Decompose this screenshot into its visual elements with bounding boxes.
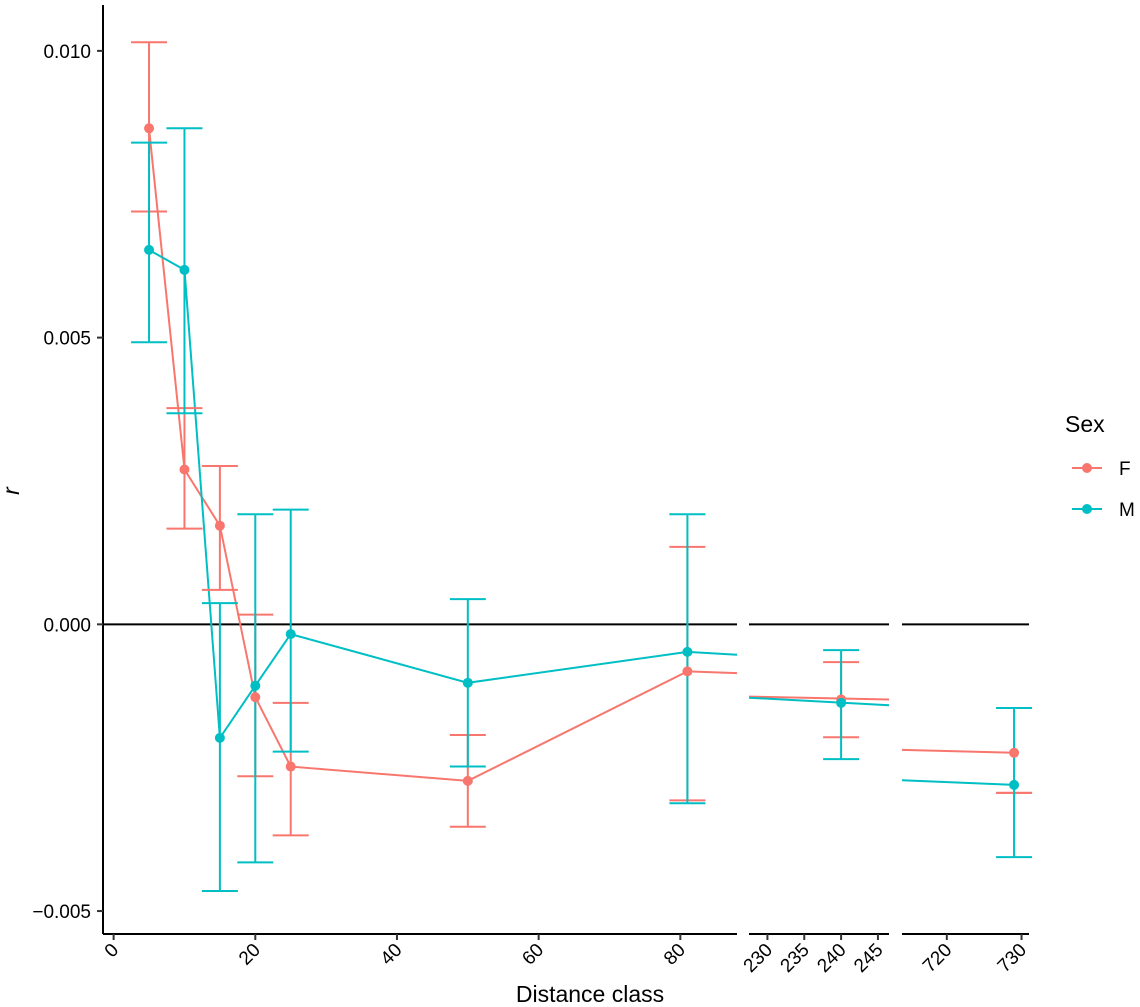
x-tick-label: 235 — [777, 940, 814, 977]
line-M-segment-1 — [148, 249, 738, 741]
line-F-segment-3 — [901, 748, 1015, 754]
point-M-x15 — [214, 732, 225, 743]
errorbar-M-x5 — [131, 141, 168, 344]
x-tick-label: 20 — [235, 940, 265, 970]
point-F-x10 — [179, 464, 190, 475]
point-F-x25 — [285, 761, 296, 772]
x-tick-label: 240 — [813, 940, 850, 977]
y-tick-label: 0.000 — [43, 615, 91, 636]
legend-entry-F: F — [1072, 459, 1131, 480]
point-M-x240 — [836, 697, 847, 708]
point-F-x5 — [144, 123, 155, 134]
y-tick-label: 0.010 — [43, 42, 91, 63]
point-M-x10 — [179, 264, 190, 275]
x-tick-label: 230 — [740, 940, 777, 977]
x-axis-ticks: 0 20 40 60 80 230 235 240 245 720 730 — [101, 934, 1031, 977]
line-M-segment-2 — [748, 696, 890, 707]
x-axis-title: Distance class — [516, 981, 664, 1007]
line-F-segment-1 — [148, 128, 738, 782]
x-tick-label: 0 — [101, 940, 123, 962]
point-F-x20 — [250, 692, 261, 703]
legend-key-point — [1082, 504, 1092, 514]
legend: Sex FM — [1065, 411, 1135, 521]
x-tick-label: 40 — [377, 940, 407, 970]
point-M-x25 — [285, 629, 296, 640]
errorbar-M-x15 — [201, 602, 238, 892]
point-M-x20 — [250, 680, 261, 691]
point-M-x81 — [682, 646, 693, 657]
series-lines — [148, 128, 1015, 786]
legend-entry-M: M — [1072, 500, 1135, 521]
y-axis-title: r — [0, 486, 24, 495]
point-F-x81 — [682, 666, 693, 677]
y-axis-ticks: −0.005 0.000 0.005 0.010 — [32, 42, 103, 923]
legend-title: Sex — [1065, 411, 1105, 437]
x-tick-label: 80 — [660, 940, 690, 970]
point-F-x50 — [462, 775, 473, 786]
point-M-x5 — [144, 244, 155, 255]
line-F-segment-2 — [748, 695, 890, 701]
line-M-segment-3 — [901, 779, 1015, 786]
x-tick-label: 60 — [518, 940, 548, 970]
errorbar-M-x81 — [669, 513, 706, 805]
x-tick-label: 720 — [919, 940, 956, 977]
point-M-x729 — [1009, 779, 1020, 790]
legend-key-point — [1082, 463, 1092, 473]
error-bars — [131, 41, 1033, 892]
point-M-x50 — [462, 677, 473, 688]
x-tick-label: 730 — [994, 940, 1031, 977]
data-points — [144, 123, 1020, 790]
legend-label: M — [1119, 500, 1135, 521]
legend-entries: FM — [1072, 459, 1135, 521]
axes — [102, 5, 1029, 935]
y-tick-label: 0.005 — [43, 329, 91, 350]
y-tick-label: −0.005 — [32, 902, 91, 923]
point-F-x15 — [214, 520, 225, 531]
x-tick-label: 245 — [850, 940, 887, 977]
legend-label: F — [1119, 459, 1131, 480]
point-F-x729 — [1009, 747, 1020, 758]
